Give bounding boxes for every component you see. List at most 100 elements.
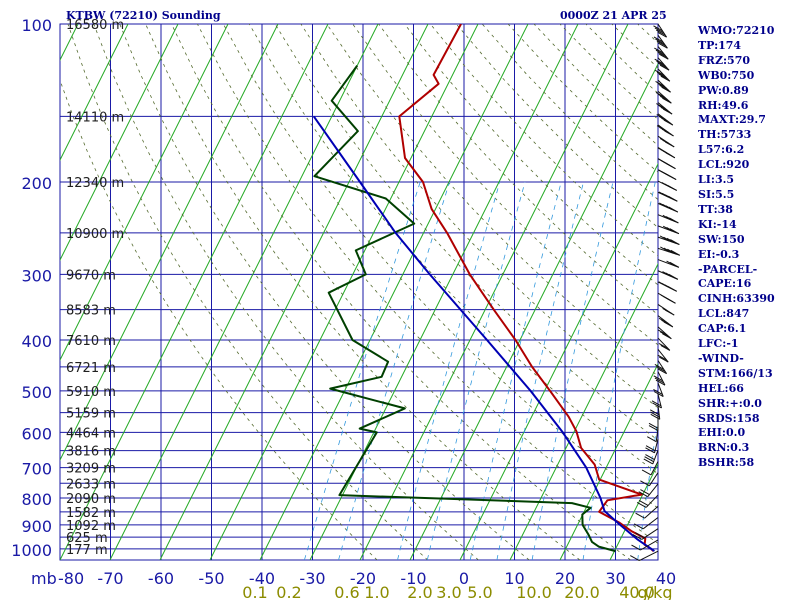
index-item: WMO:72210	[698, 24, 775, 37]
index-item: EHI:0.0	[698, 426, 746, 440]
pressure-unit-label: mb	[31, 569, 57, 588]
pressure-tick-label: 200	[21, 174, 52, 193]
sounding-time: 0000Z 21 APR 25	[560, 9, 667, 22]
wind-barb	[654, 57, 670, 71]
mixing-ratio-axis: 0.1 0.2 0.6 1.0 2.0 3.0 5.0 10.0 20.0 40.0g/kg	[242, 583, 672, 600]
dry-adiabat	[67, 24, 429, 560]
wind-barb	[631, 539, 659, 551]
wind-barb	[657, 214, 679, 224]
index-item: FRZ:570	[698, 53, 751, 67]
isotherm	[109, 24, 379, 560]
index-item: CAPE:16	[698, 277, 752, 291]
pressure-tick-label: 100	[21, 16, 52, 35]
mixing-ratio-label: 1.0	[364, 583, 389, 600]
temperature-tick-label: 10	[504, 569, 524, 588]
height-label: 3209 m	[66, 462, 116, 477]
pressure-tick-label: 400	[21, 332, 52, 351]
wind-barb	[657, 180, 677, 191]
wind-barb	[657, 158, 676, 170]
dry-adiabats	[60, 24, 658, 560]
mixing-ratio-label: 2.0	[407, 583, 432, 600]
mixing-ratio-line	[531, 181, 614, 560]
temperature-tick-label: 30	[605, 569, 625, 588]
mixing-ratio-label: 0.2	[276, 583, 301, 600]
index-item: PW:0.89	[698, 83, 749, 97]
temperature-tick-label: -80	[58, 569, 84, 588]
isotherm	[559, 362, 658, 560]
isotherm	[60, 24, 329, 560]
dry-adiabat	[222, 24, 658, 509]
wind-barb	[638, 483, 659, 498]
height-label: 177 m	[66, 543, 108, 558]
mixing-ratio-label: 0.6	[334, 583, 359, 600]
isotherm	[60, 24, 229, 362]
index-item: LCL:847	[698, 307, 750, 321]
pressure-tick-label: 800	[21, 490, 52, 509]
height-label: 16580 m	[66, 18, 124, 33]
mixing-ratio-line	[582, 181, 656, 560]
height-label: 4464 m	[66, 426, 116, 441]
height-label: 6721 m	[66, 361, 116, 376]
wind-barb	[655, 90, 672, 104]
isotherm	[60, 24, 179, 262]
mixing-ratio-label: 3.0	[436, 583, 461, 600]
index-item: LCL:920	[698, 158, 750, 172]
mixing-ratio-line	[397, 181, 501, 560]
wind-barb	[653, 382, 664, 398]
dry-adiabat	[197, 24, 658, 544]
wind-barb	[654, 46, 669, 60]
dry-adiabat	[274, 24, 658, 441]
mixing-ratio-line	[304, 181, 421, 560]
grid-lines	[59, 23, 659, 561]
height-label: 1092 m	[66, 519, 116, 534]
pressure-tick-label: 300	[21, 266, 52, 285]
pressure-tick-label: 600	[21, 424, 52, 443]
temperature-tick-label: -40	[249, 569, 275, 588]
dry-adiabat	[300, 24, 658, 409]
height-label: 2090 m	[66, 492, 116, 507]
height-label: 12340 m	[66, 176, 124, 191]
wind-barb	[653, 34, 668, 49]
wind-barb	[645, 438, 659, 454]
isotherm	[209, 24, 479, 560]
isotherm	[60, 24, 129, 162]
index-item: BSHR:58	[698, 456, 755, 470]
pressure-tick-label: 500	[21, 383, 52, 402]
wind-barb	[657, 348, 669, 363]
temperature-tick-label: 40	[656, 569, 676, 588]
wind-barb	[657, 191, 678, 202]
wind-barb	[657, 246, 681, 256]
wind-barb	[632, 528, 659, 540]
wind-barb	[651, 394, 662, 409]
wind-barb	[657, 202, 679, 213]
wind-barb	[635, 505, 659, 519]
wind-barb	[657, 146, 676, 159]
index-item: SHR:+:0.0	[698, 396, 762, 410]
mixing-ratio-line	[426, 181, 526, 560]
wind-barb	[636, 494, 659, 508]
wind-barb	[657, 326, 672, 340]
index-item: KI:-14	[698, 217, 737, 231]
index-item: RH:49.6	[698, 98, 749, 112]
height-label: 2633 m	[66, 477, 116, 492]
isotherm	[459, 162, 658, 560]
wind-barb	[654, 360, 668, 375]
index-item: -PARCEL-	[698, 262, 758, 276]
isotherm	[359, 24, 629, 560]
wind-barb	[654, 68, 671, 82]
index-item: EI:-0.3	[698, 247, 740, 261]
mixing-ratio-line	[496, 181, 584, 560]
height-label: 5159 m	[66, 407, 116, 422]
index-item: -WIND-	[698, 351, 744, 365]
height-labels: 16580 m 14110 m 12340 m 10900 m 9670 m 8583 m…	[66, 18, 124, 558]
mixing-ratio-label: 40.0	[619, 583, 655, 600]
wind-barb	[657, 281, 677, 292]
wind-barb	[657, 303, 675, 316]
wind-barb	[657, 235, 680, 245]
index-item: TH:5733	[698, 128, 752, 142]
index-item: LI:3.5	[698, 173, 735, 187]
mixing-ratio-line	[469, 181, 562, 560]
dry-adiabat	[119, 24, 530, 560]
height-label: 8583 m	[66, 304, 116, 319]
isotherm	[509, 262, 658, 560]
